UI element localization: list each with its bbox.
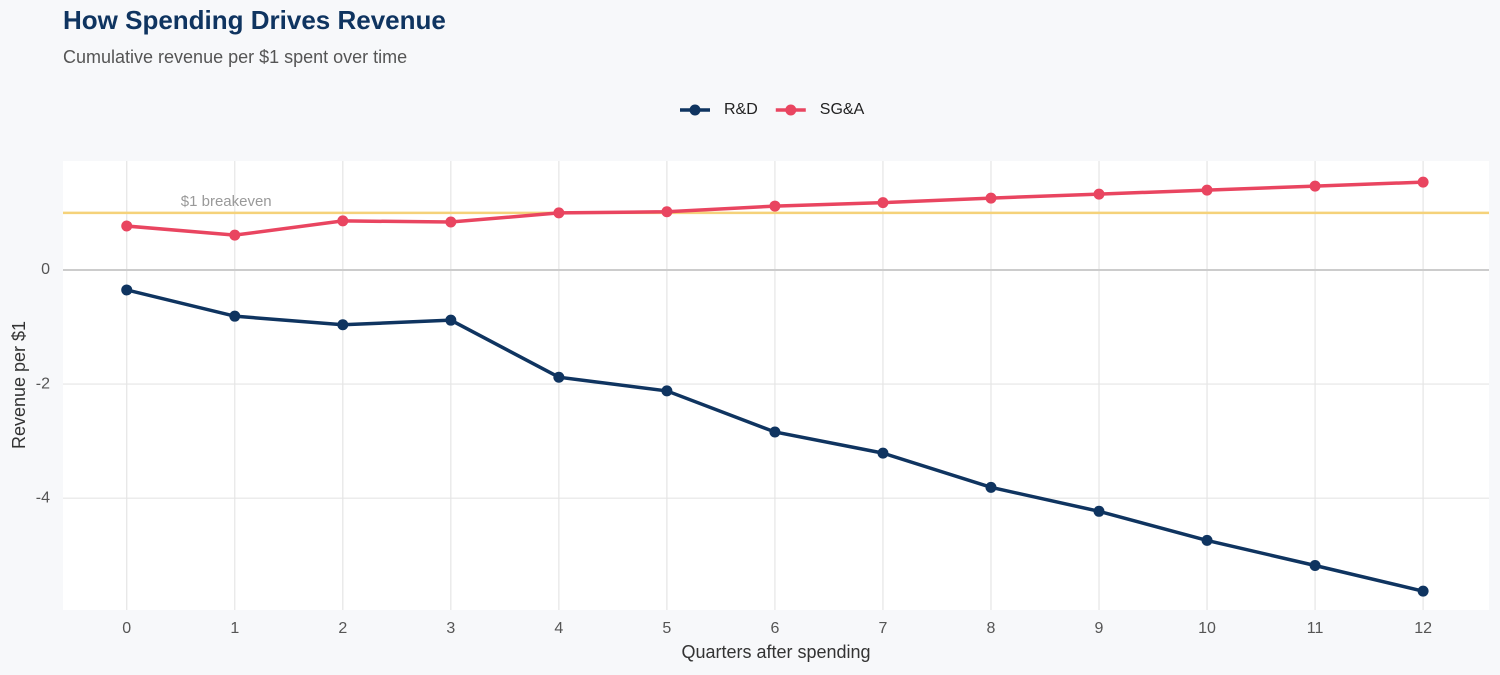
point — [1201, 534, 1213, 546]
point — [877, 197, 889, 209]
point — [445, 216, 457, 228]
x-tick-label: 8 — [987, 620, 996, 637]
point — [337, 319, 349, 331]
legend-label: SG&A — [820, 101, 865, 118]
y-tick-label: 0 — [41, 261, 50, 278]
point — [877, 447, 889, 459]
point — [1201, 184, 1213, 196]
point — [229, 310, 241, 322]
point — [985, 481, 997, 493]
y-tick-label: -2 — [36, 375, 50, 392]
point — [1417, 585, 1429, 597]
point — [229, 229, 241, 241]
point — [1093, 188, 1105, 200]
point — [1093, 505, 1105, 517]
x-tick-label: 11 — [1307, 620, 1324, 637]
point — [445, 314, 457, 326]
point — [553, 207, 565, 219]
x-tick-label: 6 — [770, 620, 779, 637]
point — [337, 215, 349, 227]
x-tick-label: 2 — [338, 620, 347, 637]
point — [661, 385, 673, 397]
legend-label: R&D — [724, 101, 758, 118]
legend-swatch-dot — [785, 104, 797, 116]
point — [121, 220, 133, 232]
point — [661, 206, 673, 218]
x-tick-label: 3 — [446, 620, 455, 637]
x-tick-label: 12 — [1414, 620, 1432, 637]
x-tick-label: 0 — [122, 620, 131, 637]
point — [1309, 559, 1321, 571]
point — [769, 426, 781, 438]
x-tick-label: 9 — [1095, 620, 1104, 637]
chart-subtitle: Cumulative revenue per $1 spent over tim… — [63, 47, 407, 67]
point — [121, 284, 133, 296]
plot-area — [63, 161, 1489, 610]
x-tick-label: 5 — [662, 620, 671, 637]
x-axis-label: Quarters after spending — [681, 642, 870, 662]
legend-swatch-dot — [689, 104, 701, 116]
y-axis-label: Revenue per $1 — [9, 321, 29, 449]
y-tick-label: -4 — [36, 489, 50, 506]
point — [985, 192, 997, 204]
x-tick-label: 10 — [1198, 620, 1216, 637]
reference-label: $1 breakeven — [181, 193, 272, 210]
point — [769, 200, 781, 212]
x-tick-label: 4 — [554, 620, 563, 637]
x-tick-label: 1 — [230, 620, 239, 637]
point — [1309, 180, 1321, 192]
point — [553, 371, 565, 383]
point — [1417, 176, 1429, 188]
chart-title: How Spending Drives Revenue — [63, 5, 446, 35]
x-tick-label: 7 — [878, 620, 887, 637]
